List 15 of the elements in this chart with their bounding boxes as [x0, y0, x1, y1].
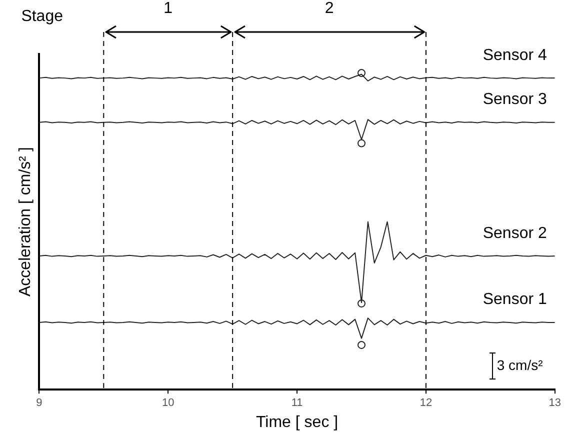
series-label: Sensor 1: [482, 291, 547, 310]
x-axis-title: Time [ sec ]: [256, 414, 338, 431]
x-tick-label: 12: [420, 397, 432, 410]
series-label: Sensor 2: [482, 224, 547, 243]
x-tick-label: 13: [548, 397, 562, 410]
annotation: 3 cm/s²: [496, 356, 543, 374]
y-axis-title: Acceleration [ cm/s² ]: [17, 147, 34, 296]
text: 1: [164, 0, 173, 18]
series-label: Sensor 4: [482, 47, 547, 66]
text: 2: [324, 0, 334, 18]
x-tick-label: 11: [291, 397, 303, 410]
x-tick-label: 10: [162, 397, 174, 410]
series-label: Sensor 3: [482, 91, 547, 110]
x-tick-label: 9: [36, 397, 42, 410]
text: Stage: [21, 8, 63, 26]
